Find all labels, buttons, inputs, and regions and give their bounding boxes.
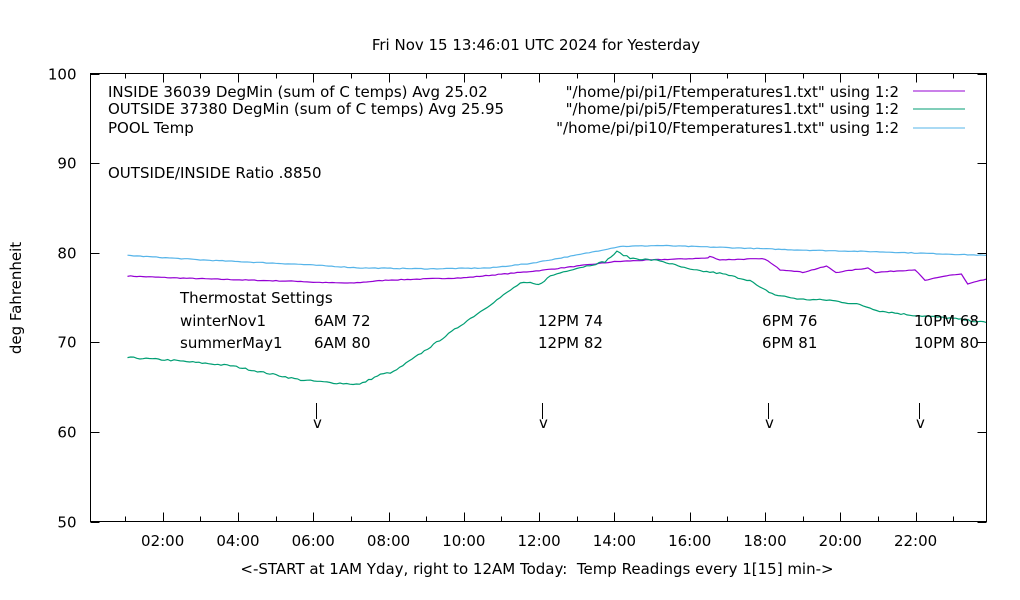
thermostat-value: 6AM 72 — [314, 312, 371, 330]
thermostat-value: 6PM 76 — [762, 312, 817, 330]
arrow-head: v — [916, 414, 925, 432]
legend: INSIDE 36039 DegMin (sum of C temps) Avg… — [108, 83, 965, 137]
plot-border — [90, 73, 987, 522]
legend-source-pool: "/home/pi/pi10/Ftemperatures1.txt" using… — [556, 119, 899, 137]
x-tick-label: 16:00 — [668, 532, 711, 550]
x-axis-label: <-START at 1AM Yday, right to 12AM Today… — [240, 560, 833, 578]
series-line-inside — [127, 255, 987, 285]
y-tick-label: 50 — [57, 514, 76, 532]
axes: 50 60 70 80 90 100 02:00 04:00 06:00 08:00 10:00 12… — [48, 66, 987, 550]
y-tick-label: 100 — [48, 66, 77, 84]
x-tick-label: 02:00 — [141, 532, 184, 550]
y-tick-label: 70 — [57, 334, 76, 352]
legend-label-pool: POOL Temp — [108, 119, 194, 137]
thermostat-value: 6PM 81 — [762, 334, 817, 352]
thermostat-value: 12PM 74 — [538, 312, 603, 330]
y-tick-label: 60 — [57, 424, 76, 442]
x-tick-label: 20:00 — [819, 532, 862, 550]
arrow-head: v — [313, 414, 322, 432]
thermostat-value: 10PM 68 — [914, 312, 979, 330]
series-group — [127, 244, 987, 386]
x-tick-label: 18:00 — [743, 532, 786, 550]
y-tick-label: 90 — [57, 155, 76, 173]
thermostat-row-label-summer: summerMay1 — [180, 334, 283, 352]
legend-source-outside: "/home/pi/pi5/Ftemperatures1.txt" using … — [566, 100, 899, 118]
thermostat-value: 6AM 80 — [314, 334, 371, 352]
x-tick-label: 14:00 — [593, 532, 636, 550]
legend-source-inside: "/home/pi/pi1/Ftemperatures1.txt" using … — [566, 83, 899, 101]
x-tick-label: 08:00 — [367, 532, 410, 550]
thermostat-title: Thermostat Settings — [179, 289, 333, 307]
legend-label-outside: OUTSIDE 37380 DegMin (sum of C temps) Av… — [108, 100, 504, 118]
thermostat-row-label-winter: winterNov1 — [180, 312, 266, 330]
thermostat-value: 12PM 82 — [538, 334, 603, 352]
y-tick-label: 80 — [57, 245, 76, 263]
thermostat-value: 10PM 80 — [914, 334, 979, 352]
series-line-pool — [127, 244, 987, 270]
ratio-annotation: OUTSIDE/INSIDE Ratio .8850 — [108, 164, 322, 182]
x-tick-label: 04:00 — [216, 532, 259, 550]
series-line-outside — [127, 250, 987, 386]
arrow-head: v — [765, 414, 774, 432]
x-tick-label: 10:00 — [442, 532, 485, 550]
thermostat-values: 6AM 72 12PM 74 6PM 76 10PM 68 6AM 80 12PM 82 6… — [313, 312, 979, 432]
legend-label-inside: INSIDE 36039 DegMin (sum of C temps) Avg… — [108, 83, 488, 101]
y-axis-label: deg Fahrenheit — [7, 242, 25, 354]
x-tick-label: 06:00 — [292, 532, 335, 550]
x-tick-label: 22:00 — [894, 532, 937, 550]
x-tick-label: 12:00 — [518, 532, 561, 550]
chart-title: Fri Nov 15 13:46:01 UTC 2024 for Yesterd… — [372, 36, 700, 54]
arrow-head: v — [539, 414, 548, 432]
